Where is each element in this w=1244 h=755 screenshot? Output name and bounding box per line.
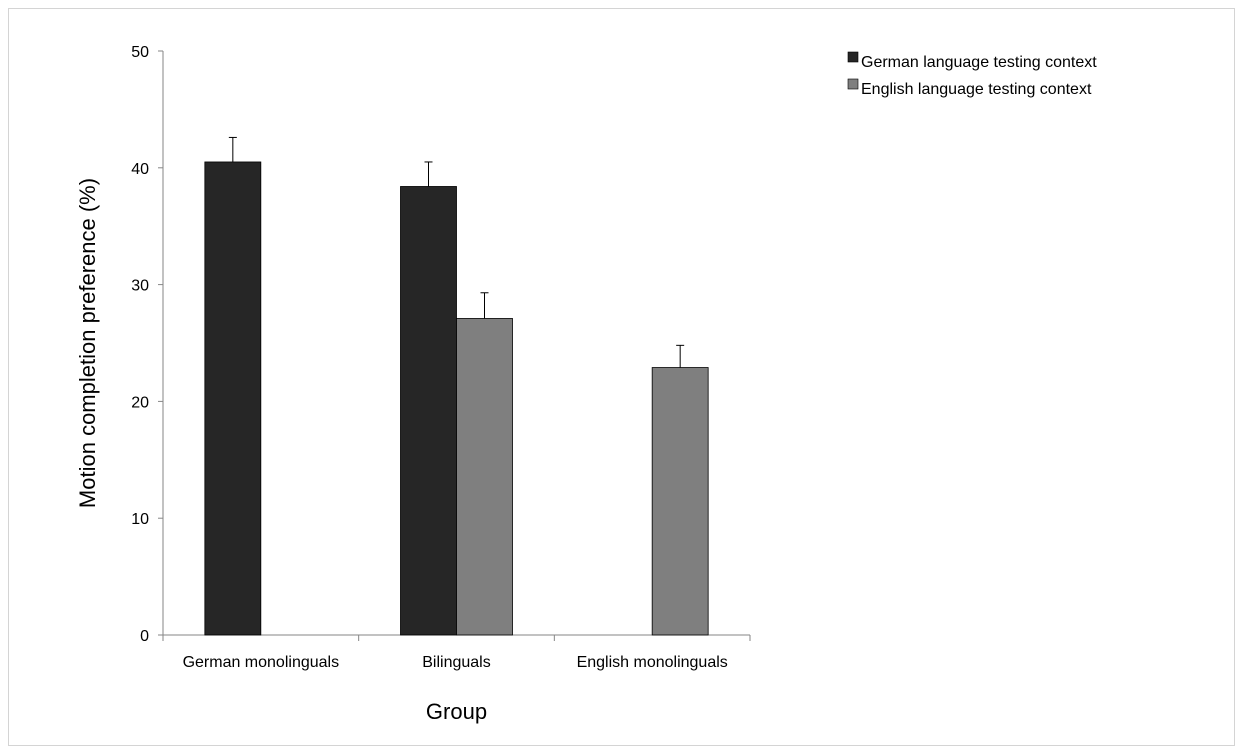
x-category-label: Bilinguals [422, 654, 490, 671]
bar [651, 367, 709, 636]
legend-label-german: German language testing context [861, 54, 1097, 71]
bar [400, 186, 457, 636]
bar [204, 161, 262, 636]
bar [456, 318, 513, 636]
legend-swatch-german [847, 51, 859, 63]
y-tick-label: 40 [131, 161, 149, 178]
legend-item-german: German language testing context [847, 51, 1097, 71]
legend-item-english: English language testing context [847, 78, 1092, 98]
x-axis-ticks: German monolinguals Bilinguals English mon… [162, 635, 751, 671]
plot-area: 0 10 20 30 40 50 German monolinguals Bilingual… [131, 44, 751, 671]
y-tick-label: 20 [131, 394, 149, 411]
y-tick-label: 0 [140, 628, 149, 645]
x-axis-title: Group [426, 699, 487, 724]
legend: German language testing context English … [847, 51, 1097, 98]
x-category-label: German monolinguals [183, 654, 340, 671]
legend-label-english: English language testing context [861, 81, 1092, 98]
y-tick-label: 30 [131, 278, 149, 295]
legend-swatch-english [847, 78, 859, 90]
y-tick-label: 10 [131, 511, 149, 528]
bars [204, 161, 709, 636]
y-axis-ticks: 0 10 20 30 40 50 [131, 44, 163, 645]
y-axis-title: Motion completion preference (%) [75, 178, 100, 508]
y-tick-label: 50 [131, 44, 149, 61]
x-category-label: English monolinguals [577, 654, 728, 671]
error-bars [228, 136, 685, 368]
